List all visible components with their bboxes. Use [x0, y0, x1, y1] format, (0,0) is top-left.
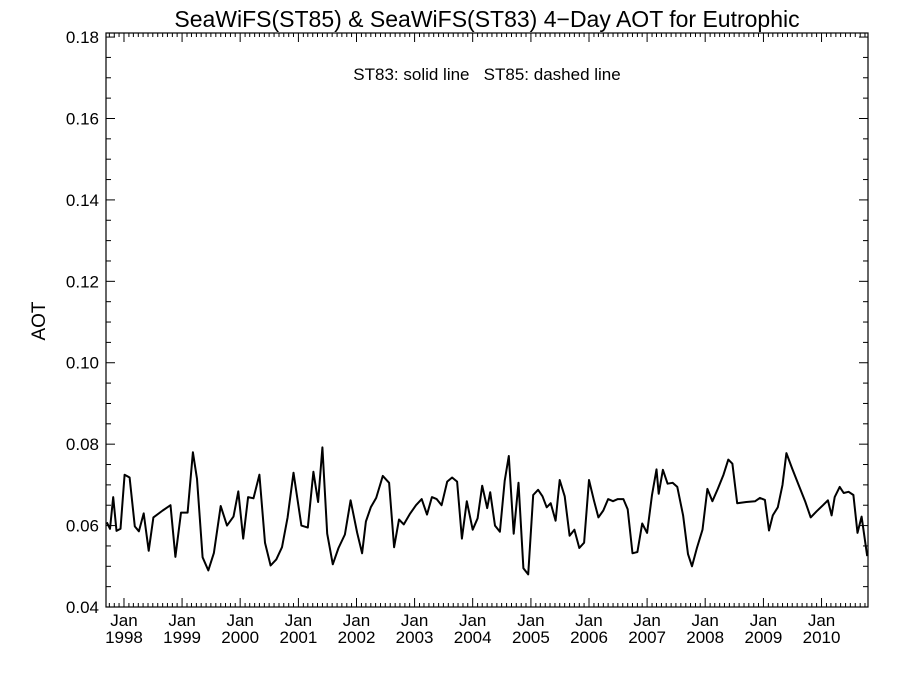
plot-frame: [105, 32, 869, 608]
x-tick-month-2: Jan: [226, 611, 253, 630]
y-tick-label-5: 0.14: [66, 191, 99, 210]
x-tick-year-3: 2001: [279, 628, 317, 647]
series-style-note: ST83: solid line ST85: dashed line: [353, 65, 620, 84]
x-tick-year-7: 2005: [512, 628, 550, 647]
series-line-solid: [105, 446, 869, 576]
y-axis-ticks: 0.04 0.06 0.08 0.10 0.12 0.14 0.16 0.18: [66, 28, 868, 617]
x-tick-year-2: 2000: [221, 628, 259, 647]
x-tick-month-11: Jan: [750, 611, 777, 630]
x-tick-month-12: Jan: [808, 611, 835, 630]
y-tick-label-4: 0.12: [66, 272, 99, 291]
x-axis-ticks: Jan1998Jan1999Jan2000Jan2001Jan2002Jan20…: [105, 33, 866, 647]
x-tick-year-12: 2010: [803, 628, 841, 647]
x-tick-year-10: 2008: [686, 628, 724, 647]
x-tick-month-5: Jan: [401, 611, 428, 630]
x-tick-year-5: 2003: [396, 628, 434, 647]
x-tick-year-0: 1998: [105, 628, 143, 647]
y-tick-label-7: 0.18: [66, 28, 99, 47]
y-tick-label-6: 0.16: [66, 109, 99, 128]
x-tick-year-11: 2009: [745, 628, 783, 647]
x-tick-year-9: 2007: [628, 628, 666, 647]
x-tick-month-6: Jan: [459, 611, 486, 630]
data-series: [105, 446, 869, 576]
x-tick-month-10: Jan: [691, 611, 718, 630]
x-tick-month-7: Jan: [517, 611, 544, 630]
y-axis-label: AOT: [29, 301, 50, 340]
x-tick-month-3: Jan: [285, 611, 312, 630]
x-tick-year-1: 1999: [163, 628, 201, 647]
y-tick-label-3: 0.10: [66, 354, 99, 373]
x-tick-month-4: Jan: [343, 611, 370, 630]
y-tick-label-1: 0.06: [66, 517, 99, 536]
y-tick-label-2: 0.08: [66, 435, 99, 454]
x-tick-month-8: Jan: [575, 611, 602, 630]
x-tick-year-6: 2004: [454, 628, 492, 647]
x-tick-month-9: Jan: [633, 611, 660, 630]
x-tick-year-8: 2006: [570, 628, 608, 647]
chart-title: SeaWiFS(ST85) & SeaWiFS(ST83) 4−Day AOT …: [174, 6, 799, 32]
x-tick-month-0: Jan: [110, 611, 137, 630]
x-tick-month-1: Jan: [168, 611, 195, 630]
y-tick-label-0: 0.04: [66, 598, 99, 617]
x-tick-year-4: 2002: [338, 628, 376, 647]
